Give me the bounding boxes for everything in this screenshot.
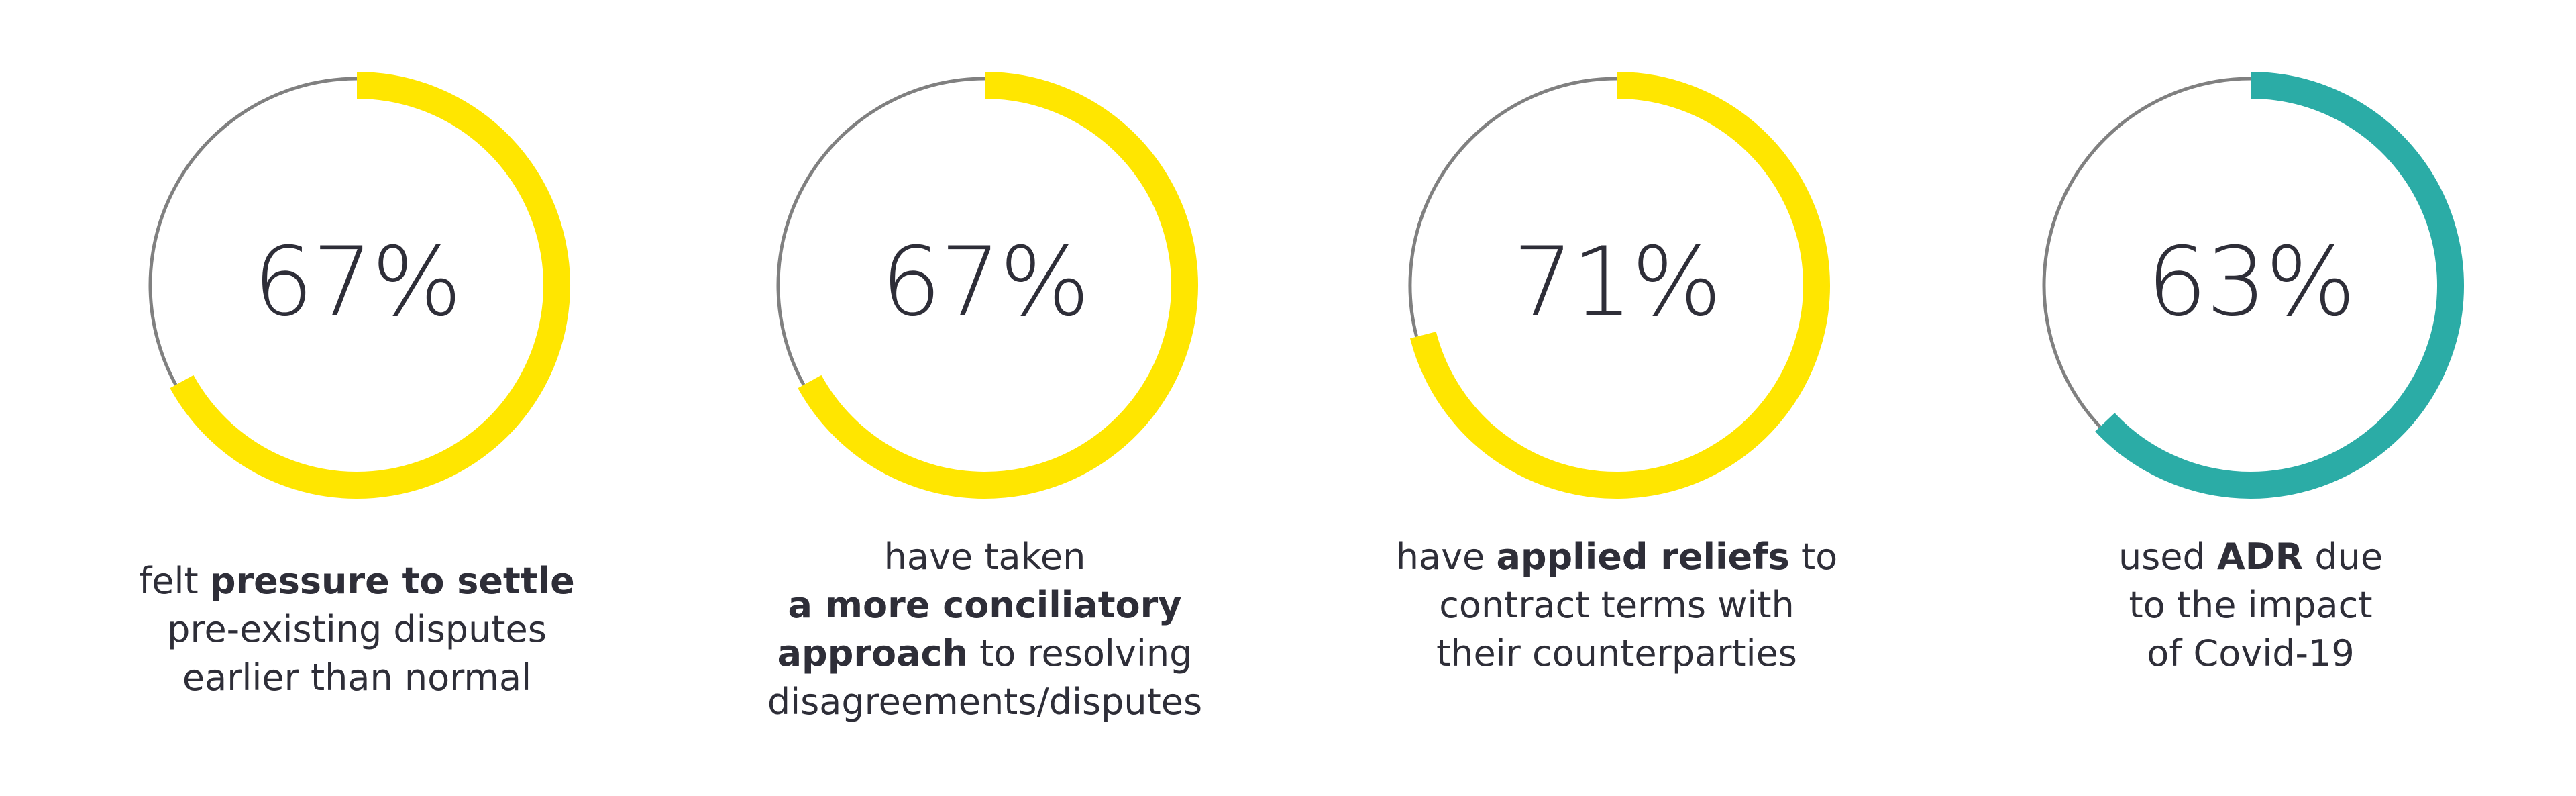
caption-text: of Covid-19 <box>2147 632 2355 675</box>
caption-line: contract terms with <box>1362 581 1872 630</box>
caption-emphasis: approach <box>777 632 968 675</box>
caption-text: due <box>2303 536 2383 578</box>
caption-emphasis: pressure to settle <box>209 560 575 602</box>
donut-track-3 <box>1408 77 1617 338</box>
caption-line: felt pressure to settle <box>102 557 612 605</box>
caption-line: disagreements/disputes <box>730 678 1240 726</box>
caption-text: their counterparties <box>1436 632 1797 675</box>
donut-value-arc-3 <box>1409 72 1830 499</box>
percentage-label-1: 67% <box>253 227 462 338</box>
caption-4: used ADR due to the impact of Covid-19 <box>1996 533 2506 678</box>
caption-line: have taken <box>730 533 1240 581</box>
caption-3: have applied reliefs to contract terms wi… <box>1362 533 1872 678</box>
caption-text: to <box>1789 536 1838 578</box>
caption-2: have taken a more conciliatory approach to… <box>730 533 1240 726</box>
donut-track-4 <box>2042 77 2251 428</box>
caption-emphasis: ADR <box>2216 536 2304 578</box>
caption-emphasis: applied reliefs <box>1496 536 1790 578</box>
caption-line: earlier than normal <box>102 654 612 702</box>
caption-line: their counterparties <box>1362 630 1872 678</box>
caption-text: to the impact <box>2129 584 2373 626</box>
percentage-label-3: 71% <box>1513 227 1722 338</box>
caption-text: contract terms with <box>1439 584 1794 626</box>
caption-text: used <box>2118 536 2217 578</box>
caption-text: have taken <box>883 536 1086 578</box>
donut-value-arc-1 <box>170 72 570 499</box>
donut-value-arc-2 <box>798 72 1198 499</box>
caption-line: used ADR due <box>1996 533 2506 581</box>
caption-1: felt pressure to settle pre-existing disp… <box>102 557 612 702</box>
caption-emphasis: a more conciliatory <box>788 584 1182 626</box>
percentage-label-4: 63% <box>2147 227 2356 338</box>
caption-text: earlier than normal <box>182 656 532 699</box>
caption-line: a more conciliatory <box>730 581 1240 630</box>
donut-track-2 <box>776 77 985 386</box>
caption-line: pre-existing disputes <box>102 605 612 654</box>
caption-line: have applied reliefs to <box>1362 533 1872 581</box>
caption-text: disagreements/disputes <box>767 681 1203 723</box>
caption-line: approach to resolving <box>730 630 1240 678</box>
caption-text: to resolving <box>967 632 1193 675</box>
caption-line: to the impact <box>1996 581 2506 630</box>
caption-line: of Covid-19 <box>1996 630 2506 678</box>
caption-text: have <box>1395 536 1497 578</box>
caption-text: pre-existing disputes <box>167 608 547 650</box>
percentage-label-2: 67% <box>881 227 1090 338</box>
donut-value-arc-4 <box>2095 72 2464 499</box>
caption-text: felt <box>139 560 210 602</box>
donut-track-1 <box>148 77 358 386</box>
